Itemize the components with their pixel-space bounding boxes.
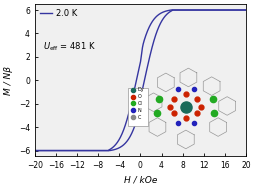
Y-axis label: M / Nβ: M / Nβ bbox=[4, 66, 13, 95]
Legend: 2.0 K: 2.0 K bbox=[39, 8, 77, 19]
Text: $U_{\mathrm{eff}}$ = 481 K: $U_{\mathrm{eff}}$ = 481 K bbox=[43, 41, 96, 53]
X-axis label: H / kOe: H / kOe bbox=[123, 176, 156, 185]
